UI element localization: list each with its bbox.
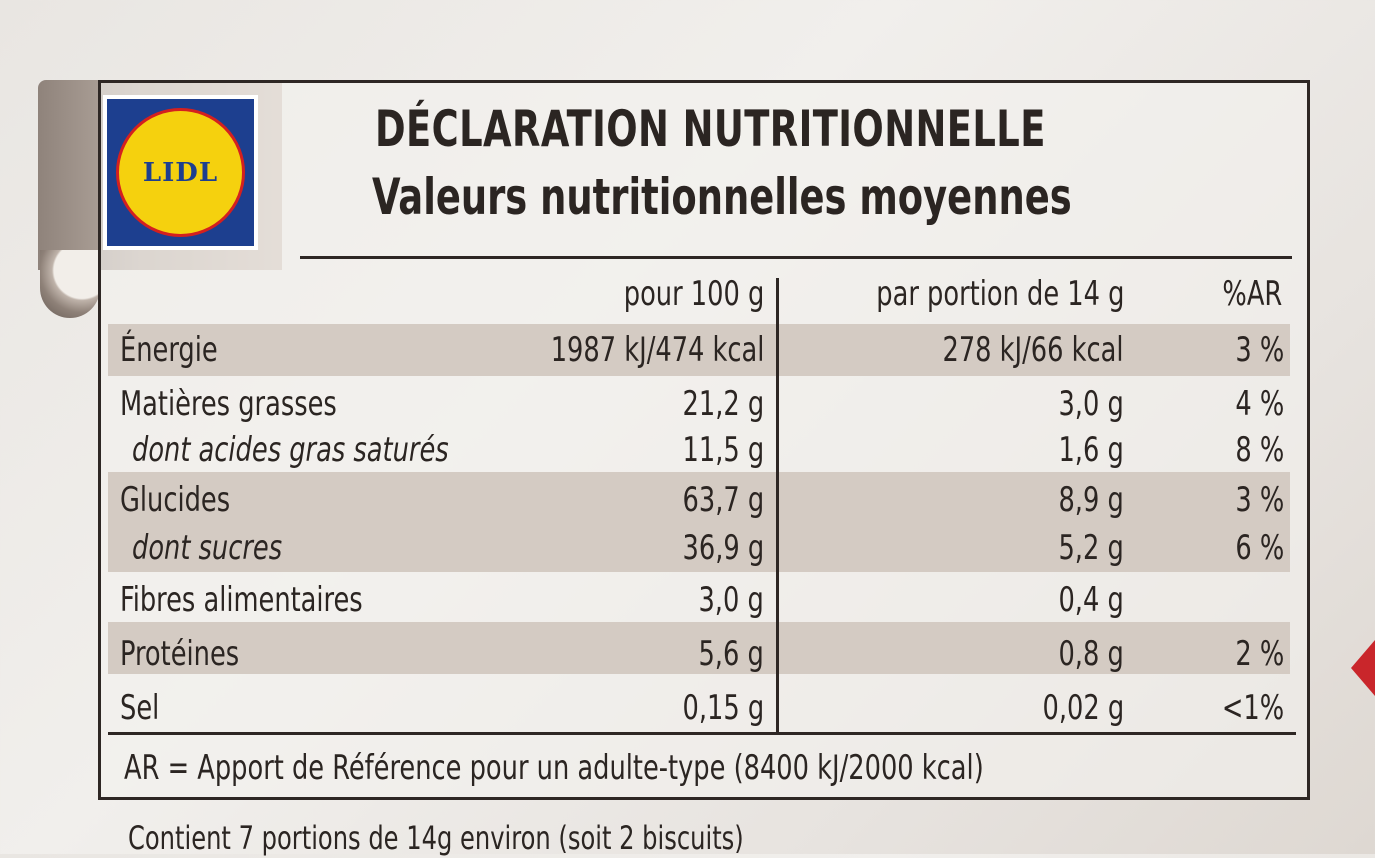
shade-energy: [108, 324, 1290, 376]
value-ar: 6 %: [1235, 528, 1284, 568]
value-per100: 1987 kJ/474 kcal: [550, 330, 764, 370]
value-portion: 0,02 g: [1042, 688, 1124, 728]
row-label: dont acides gras saturés: [132, 430, 449, 470]
value-per100: 11,5 g: [682, 430, 764, 470]
value-ar: <1%: [1221, 688, 1284, 728]
value-per100: 0,15 g: [682, 688, 764, 728]
page-subtitle: Valeurs nutritionnelles moyennes: [372, 168, 1072, 226]
row-label: Matières grasses: [120, 384, 337, 424]
logo-text: LIDL: [142, 157, 219, 188]
row-label: Énergie: [120, 330, 218, 370]
value-portion: 1,6 g: [1058, 430, 1124, 470]
ribbon-curl: [40, 250, 100, 318]
lidl-logo: LIDL: [103, 95, 258, 250]
value-per100: 5,6 g: [698, 634, 764, 674]
value-per100: 21,2 g: [682, 384, 764, 424]
value-portion: 0,8 g: [1058, 634, 1124, 674]
row-label: Protéines: [120, 634, 240, 674]
row-label: Glucides: [120, 480, 231, 520]
value-ar: 3 %: [1235, 330, 1284, 370]
row-label: Sel: [120, 688, 160, 728]
value-portion: 3,0 g: [1058, 384, 1124, 424]
logo-circle: LIDL: [116, 108, 245, 237]
value-portion: 278 kJ/66 kcal: [942, 330, 1124, 370]
red-corner-mark: [1351, 640, 1375, 696]
value-portion: 8,9 g: [1058, 480, 1124, 520]
value-per100: 63,7 g: [682, 480, 764, 520]
value-portion: 0,4 g: [1058, 580, 1124, 620]
value-ar: 2 %: [1235, 634, 1284, 674]
logo-background: LIDL: [107, 99, 254, 246]
row-label: Fibres alimentaires: [120, 580, 363, 620]
value-per100: 36,9 g: [682, 528, 764, 568]
column-header-ar: %AR: [1222, 274, 1282, 314]
shade-glucides: [108, 472, 1290, 572]
nutrition-panel: [98, 80, 1310, 800]
value-ar: 8 %: [1235, 430, 1284, 470]
column-divider: [776, 278, 779, 732]
value-ar: 3 %: [1235, 480, 1284, 520]
table-bottom-rule: [108, 732, 1296, 735]
header-rule: [300, 256, 1292, 259]
column-header-per100: pour 100 g: [623, 274, 764, 314]
row-label: dont sucres: [132, 528, 283, 568]
footnote: AR = Apport de Référence pour un adulte-…: [124, 748, 984, 788]
value-portion: 5,2 g: [1058, 528, 1124, 568]
value-per100: 3,0 g: [698, 580, 764, 620]
value-ar: 4 %: [1235, 384, 1284, 424]
page-title: DÉCLARATION NUTRITIONNELLE: [375, 100, 1046, 158]
shade-proteines: [108, 622, 1290, 674]
portion-note: Contient 7 portions de 14g environ (soit…: [128, 819, 744, 857]
column-header-portion: par portion de 14 g: [875, 274, 1124, 314]
